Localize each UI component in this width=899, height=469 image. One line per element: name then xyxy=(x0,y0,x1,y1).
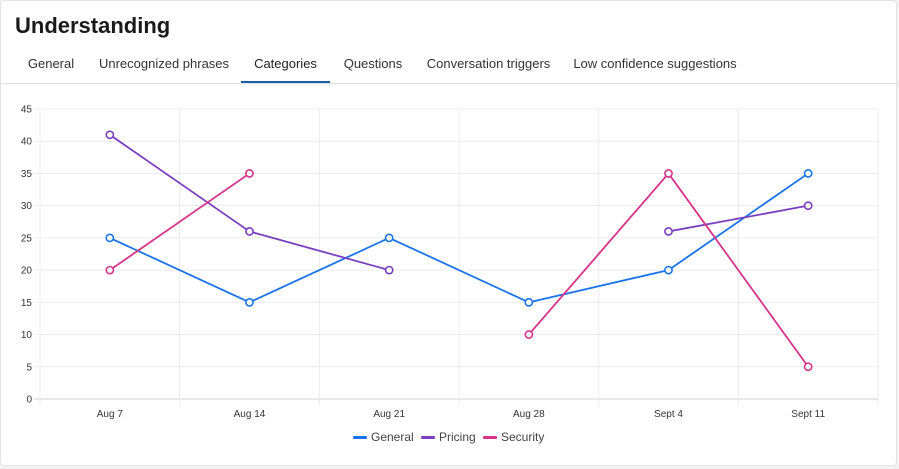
y-tick-label-25: 25 xyxy=(21,233,33,244)
tab-low-confidence-suggestions[interactable]: Low confidence suggestions xyxy=(573,56,737,71)
tab-categories[interactable]: Categories xyxy=(241,49,330,83)
y-tick-label-10: 10 xyxy=(21,330,33,341)
data-point-pricing-0 xyxy=(105,130,115,140)
tab-general[interactable]: General xyxy=(27,56,75,71)
data-point-security-1 xyxy=(245,169,254,178)
legend-item-general[interactable]: General xyxy=(353,429,418,445)
data-point-security-3 xyxy=(524,330,534,339)
x-tick-label-sept-4: Sept 4 xyxy=(654,409,683,420)
data-point-pricing-4 xyxy=(664,227,673,236)
legend-label-security: Security xyxy=(501,430,545,444)
x-tick-label-sept-11: Sept 11 xyxy=(791,409,825,420)
x-tick-label-aug-21: Aug 21 xyxy=(373,409,405,420)
x-tick-label-aug-14: Aug 14 xyxy=(234,409,266,420)
data-point-general-3 xyxy=(524,297,534,307)
legend-swatch-security xyxy=(483,436,497,439)
y-tick-label-45: 45 xyxy=(21,105,33,116)
y-tick-label-30: 30 xyxy=(21,201,33,212)
data-point-security-5 xyxy=(803,362,813,372)
tab-bar: General Unrecognized phrases Categories … xyxy=(1,49,898,84)
data-point-general-0 xyxy=(105,233,115,243)
page-title: Understanding xyxy=(15,13,171,38)
data-point-general-1 xyxy=(245,297,254,307)
chart-legend: General Pricing Security xyxy=(1,429,898,445)
series-line-general-0 xyxy=(109,172,809,304)
y-tick-label-35: 35 xyxy=(21,169,33,180)
x-tick-label-aug-28: Aug 28 xyxy=(513,409,545,420)
y-tick-label-40: 40 xyxy=(21,137,33,148)
tab-unrecognized-phrases[interactable]: Unrecognized phrases xyxy=(98,56,230,71)
y-tick-label-5: 5 xyxy=(26,362,32,373)
y-tick-label-0: 0 xyxy=(26,395,32,406)
data-point-pricing-2 xyxy=(384,265,394,275)
series-line-pricing-0 xyxy=(109,134,390,271)
legend-label-general: General xyxy=(371,430,414,444)
x-tick-label-aug-7: Aug 7 xyxy=(97,409,124,420)
data-point-general-5 xyxy=(803,169,813,178)
categories-line-chart: 0 5 10 15 20 25 30 35 40 45 Aug 7 Aug 14 Aug 21 Aug 2… xyxy=(21,105,879,420)
legend-item-security[interactable]: Security xyxy=(483,429,551,445)
series-line-pricing-1 xyxy=(668,204,809,233)
data-point-pricing-5 xyxy=(803,201,813,211)
legend-item-pricing[interactable]: Pricing xyxy=(421,429,481,445)
data-point-general-4 xyxy=(664,265,673,275)
legend-label-pricing: Pricing xyxy=(439,430,476,444)
series-line-security-0 xyxy=(109,172,251,271)
y-tick-label-20: 20 xyxy=(21,266,33,277)
tab-questions[interactable]: Questions xyxy=(343,56,403,71)
data-point-security-4 xyxy=(664,169,673,178)
data-point-security-0 xyxy=(105,265,115,275)
tab-conversation-triggers[interactable]: Conversation triggers xyxy=(426,56,551,71)
y-tick-label-15: 15 xyxy=(21,298,33,309)
legend-swatch-general xyxy=(353,436,367,439)
data-point-general-2 xyxy=(384,233,394,243)
legend-swatch-pricing xyxy=(421,436,435,439)
data-point-pricing-1 xyxy=(245,227,254,236)
